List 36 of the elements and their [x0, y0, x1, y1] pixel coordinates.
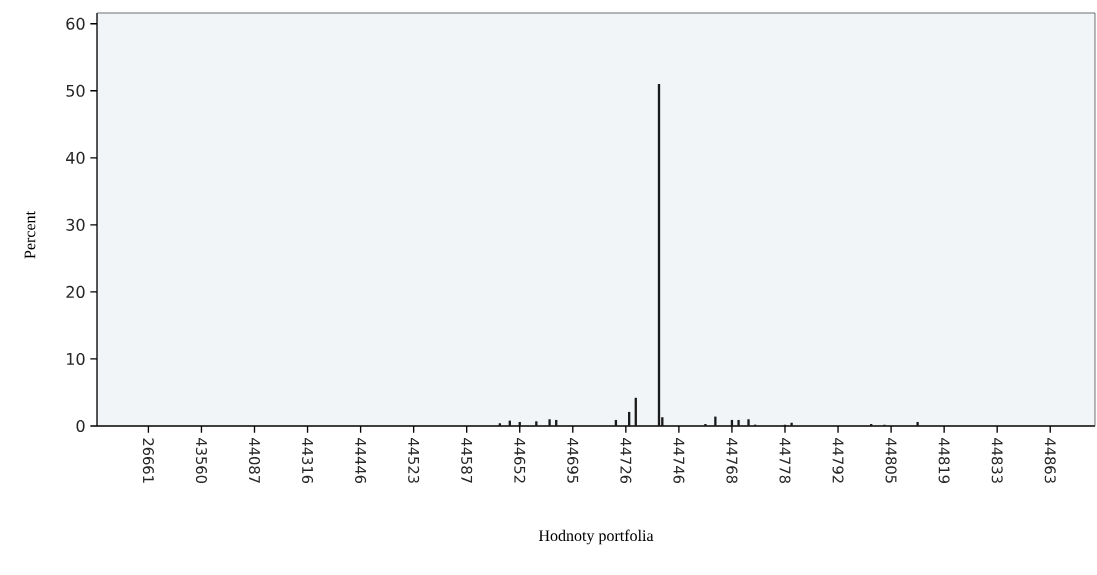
x-axis-title: Hodnoty portfolia — [538, 529, 654, 545]
x-tick-label: 44726 — [620, 438, 632, 484]
x-tick-label: 44819 — [938, 438, 950, 483]
bar — [747, 419, 750, 426]
x-tick-label: 44768 — [726, 438, 738, 483]
bar — [535, 421, 538, 426]
bar — [916, 421, 919, 426]
bar — [737, 419, 740, 426]
bar — [704, 423, 707, 426]
bar — [714, 416, 717, 426]
bar — [548, 419, 551, 426]
y-tick-label: 20 — [66, 285, 85, 298]
x-tick-label: 26661 — [142, 438, 154, 483]
x-tick-label: 44863 — [1044, 438, 1056, 483]
x-tick-label: 44523 — [408, 438, 420, 483]
x-tick-label: 44652 — [514, 438, 526, 483]
x-tick-label: 44087 — [248, 438, 261, 483]
x-tick-label: 44805 — [885, 438, 897, 483]
x-tick-label: 44695 — [567, 438, 579, 483]
x-tick-label: 43560 — [195, 438, 207, 484]
y-axis-title: Percent — [24, 211, 36, 259]
x-tick-label: 44792 — [832, 438, 844, 483]
y-tick-label: 40 — [66, 151, 85, 164]
bar — [498, 423, 502, 426]
x-tick-label: 44587 — [461, 438, 473, 483]
x-tick-label: 44746 — [673, 438, 685, 484]
x-tick-label: 44833 — [991, 438, 1003, 483]
y-tick-label: 30 — [66, 218, 85, 231]
y-tick-label: 10 — [67, 352, 85, 365]
x-tick-label: 44316 — [302, 438, 314, 484]
x-tick-label: 44778 — [779, 438, 791, 483]
bar — [790, 422, 793, 426]
y-tick-label: 0 — [76, 419, 85, 433]
x-tick-label: 44446 — [355, 438, 367, 484]
y-tick-label: 50 — [66, 84, 85, 97]
y-tick-label: 60 — [66, 17, 85, 30]
